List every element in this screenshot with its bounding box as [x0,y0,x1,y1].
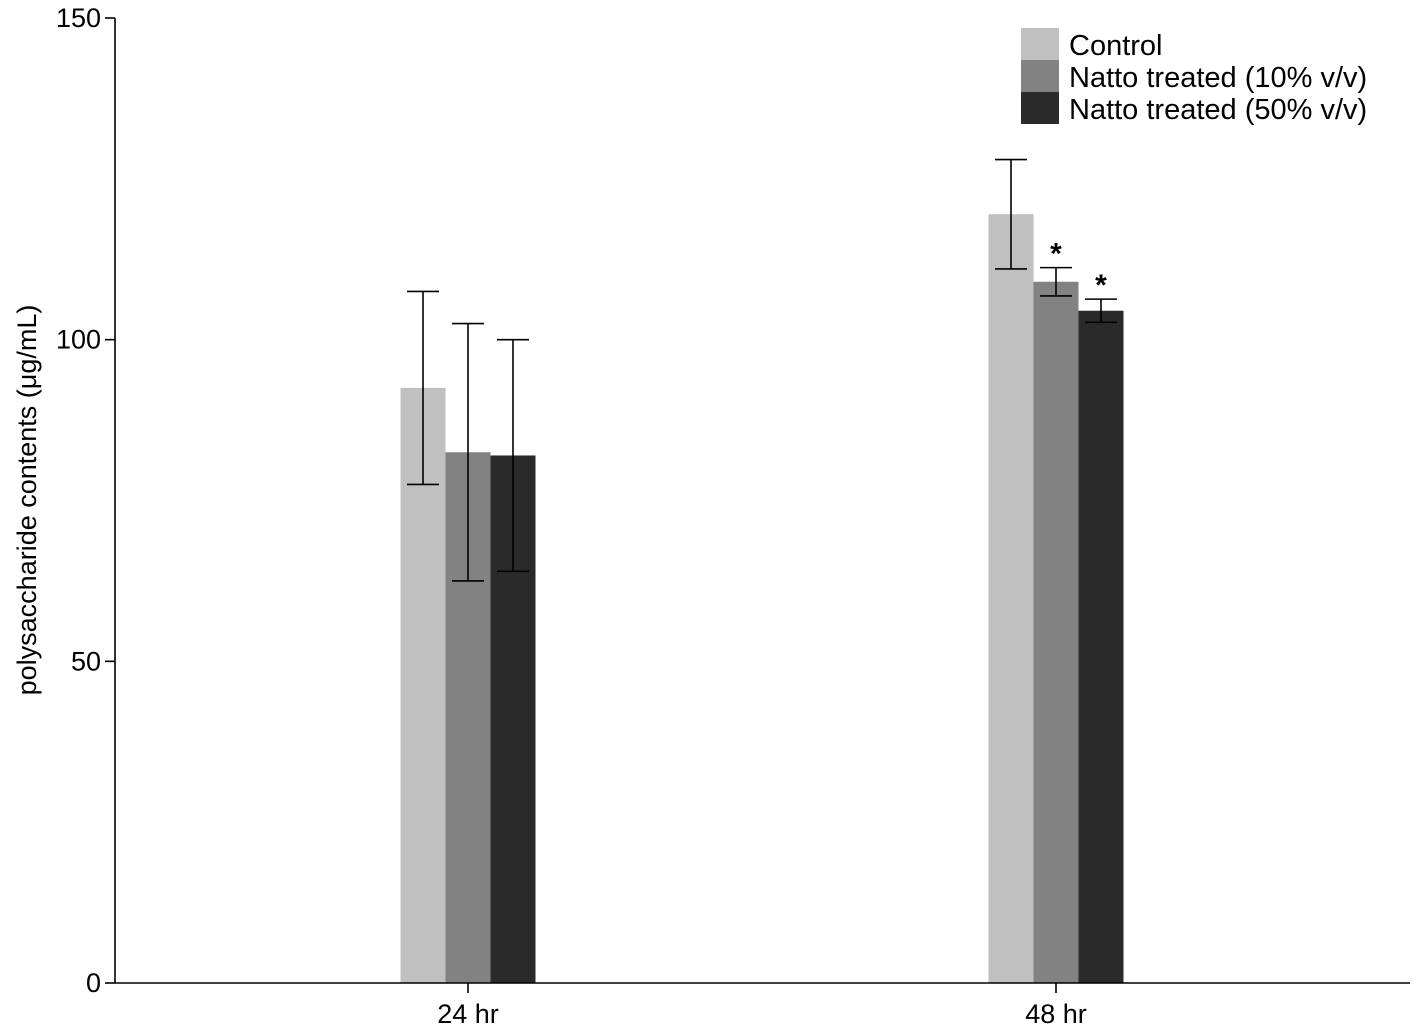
significance-mark: * [1095,269,1107,302]
error-bar-1-0 [995,158,1027,270]
legend-swatch-2 [1021,92,1059,124]
plot-area: ** [400,158,1124,984]
axes: 0 50 100 150 24 hr 48 hr [56,3,1410,1029]
bar-0-0 [400,387,446,984]
y-tick-label: 50 [71,646,101,676]
y-tick-label: 150 [56,3,101,33]
y-tick-label: 0 [86,968,101,998]
legend-label: Natto treated (50% v/v) [1069,94,1367,126]
significance-mark: * [1050,238,1062,271]
error-bar-0-2 [497,338,529,573]
y-axis-title: polysaccharide contents (μg/mL) [12,305,42,696]
legend-label: Natto treated (10% v/v) [1069,62,1367,94]
error-bar-0-0 [407,290,439,486]
x-tick-label: 24 hr [437,999,499,1029]
bar-1-0 [988,214,1034,983]
y-tick-label: 100 [56,325,101,355]
legend-swatch-0 [1021,28,1059,60]
error-bar-1-2 [1085,298,1117,324]
error-bar-0-1 [452,322,484,582]
x-tick-label: 48 hr [1025,999,1087,1029]
legend-swatch-1 [1021,60,1059,92]
bar-1-2 [1078,310,1124,983]
legend-label: Control [1069,30,1163,62]
error-bar-1-1 [1040,266,1072,297]
bar-1-1 [1033,281,1079,983]
